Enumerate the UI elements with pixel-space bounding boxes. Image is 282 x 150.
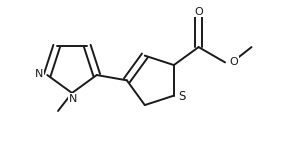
Text: O: O — [229, 57, 238, 67]
Text: O: O — [194, 7, 203, 16]
Text: N: N — [69, 94, 77, 104]
Text: N: N — [35, 69, 43, 79]
Text: S: S — [178, 90, 185, 103]
